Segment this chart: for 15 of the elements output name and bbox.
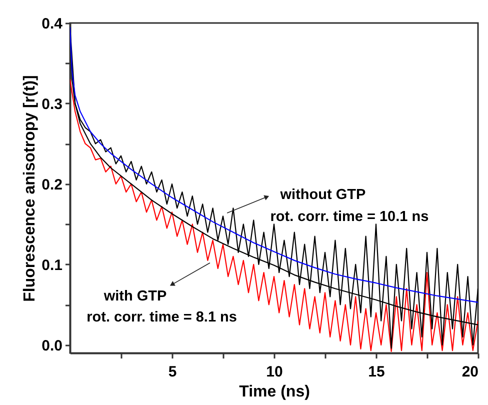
annotation: rot. corr. time = 10.1 ns bbox=[270, 208, 429, 225]
annotation: without GTP bbox=[279, 187, 366, 204]
y-tick-label: 0.4 bbox=[42, 16, 64, 32]
annotation: with GTP bbox=[102, 288, 168, 305]
y-axis-title: Fluorescence anisotropy [r(t)] bbox=[22, 75, 39, 302]
x-tick-label: 20 bbox=[462, 364, 478, 380]
x-tick-label: 5 bbox=[168, 364, 177, 380]
y-tick-label: 0.2 bbox=[42, 176, 62, 194]
x-tick-label: 15 bbox=[368, 364, 385, 380]
y-tick-label: 0.3 bbox=[42, 96, 62, 113]
x-tick-label: 10 bbox=[266, 364, 283, 380]
x-axis-title: Time (ns) bbox=[239, 384, 310, 400]
y-tick-label: 0.1 bbox=[42, 256, 62, 274]
annotation: rot. corr. time = 8.1 ns bbox=[86, 310, 237, 326]
y-tick-label: 0.0 bbox=[42, 337, 62, 354]
